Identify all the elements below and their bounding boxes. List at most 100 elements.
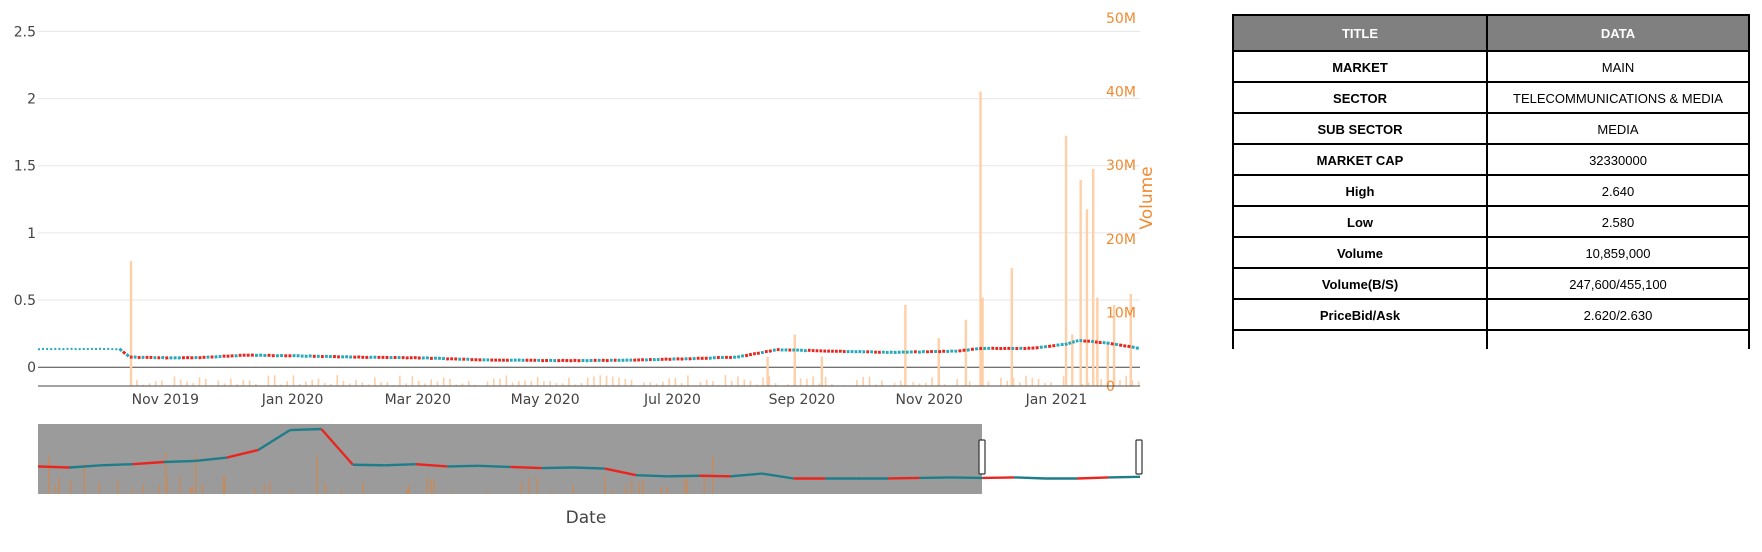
table-row: PriceBid/Ask 2.620/2.630 [1232,298,1750,331]
volume-bar [1006,381,1009,386]
x-tick-label: Jul 2020 [643,392,701,408]
volume-bar [305,381,307,386]
volume-bar [943,384,946,386]
row-key: MARKET [1232,50,1488,83]
mini-price-segment [1108,475,1141,479]
range-handle-left [978,439,986,475]
volume-bar [755,384,758,386]
mini-price-segment [730,472,763,478]
y-tick-label: 1 [27,226,36,242]
volume-bar [956,379,958,386]
volume-bar [925,382,927,386]
volume-bar [280,384,282,386]
volume-bar [499,378,501,386]
volume-bar [129,260,133,386]
volume-bar [868,376,871,386]
volume-bar [242,379,245,386]
volume-bar [699,382,702,386]
mini-price-segment [761,472,794,480]
range-selector[interactable] [37,424,1143,494]
volume-bar [1129,294,1132,386]
mini-volume-bar [451,491,453,494]
x-tick-label: Nov 2020 [895,392,962,408]
volume-bar [856,380,858,386]
volume-bar [774,383,777,386]
price-segment [1131,345,1135,349]
volume-bar [192,382,195,386]
volume-bar [179,379,182,386]
price-segment [756,351,761,355]
axes: 0 0.5 1 1.5 2 2.5 0 10M 20M 30M 40M 50M Nov 2019 Jan … [14,11,1140,408]
mini-volume-bar [430,480,432,494]
mini-volume-bar [550,492,553,494]
volume-tick-label: 30M [1106,158,1136,174]
mini-volume-bar [269,481,271,494]
volume-bar [286,381,288,386]
mini-volume-bar [98,482,101,494]
volume-bar [1085,209,1089,386]
volume-bar [505,375,508,386]
volume-bar [766,356,769,386]
price-segment [1106,341,1110,345]
volume-bar [793,334,796,386]
y-tick-label: 1.5 [14,159,36,175]
volume-bar [361,382,364,386]
volume-bar [904,305,907,386]
row-key: High [1232,174,1488,207]
row-key: Volume [1232,236,1488,269]
mini-price-segment [888,476,920,480]
mini-volume-bar [223,476,226,494]
volume-bar [668,378,670,386]
volume-bar [217,380,220,386]
volume-bar [161,380,163,386]
volume-bar [1137,381,1140,386]
mini-volume-bar [408,485,410,494]
volume-bar [743,379,746,386]
volume-bar [806,378,808,386]
mini-volume-bar [703,477,706,494]
mini-volume-bar [189,487,192,494]
mini-volume-bar [263,484,265,494]
volume-bar [799,378,802,386]
price-segment [1114,342,1119,347]
mini-volume-bar [340,490,342,494]
volume-bar [586,377,589,386]
row-key: PriceBid/Ask [1232,298,1488,331]
mini-volume-bar [324,482,327,494]
mini-volume-bar [191,486,194,494]
row-value: 32330000 [1486,143,1750,176]
volume-bar [292,375,295,386]
volume-bar [987,381,990,386]
volume-bar [812,376,814,386]
volume-bar [737,376,739,386]
stock-chart[interactable]: 0 0.5 1 1.5 2 2.5 0 10M 20M 30M 40M 50M Nov 2019 Jan … [0,0,1230,552]
volume-bar [142,384,144,386]
row-value: 2.640 [1486,174,1750,207]
mini-price-segment [132,460,165,466]
price-segment [744,353,749,358]
table-row: Volume(B/S) 247,600/455,100 [1232,267,1750,300]
mini-price-segment [320,428,354,466]
row-value: 2.580 [1486,205,1750,238]
mini-price-segment [447,464,479,468]
volume-bar [442,377,445,386]
mini-price-segment [951,476,983,480]
volume-bar [417,380,420,386]
volume-bar [593,376,595,386]
mini-volume-bar [54,485,57,494]
volume-bar [1010,268,1013,386]
volume-bar [1091,168,1095,386]
volume-bar [198,377,201,386]
volume-bar [298,383,301,386]
volume-bar [899,380,902,386]
volume-bar [267,375,270,386]
volume-tick-label: 10M [1106,305,1136,321]
volume-bar [1087,382,1090,386]
x-axis-title: Date [566,508,607,528]
volume-bar [655,383,658,386]
price-segment [1071,340,1076,344]
volume-bar [599,375,602,386]
mini-price-segment [163,459,196,464]
price-segment [1118,343,1123,347]
price-segment [118,347,123,353]
